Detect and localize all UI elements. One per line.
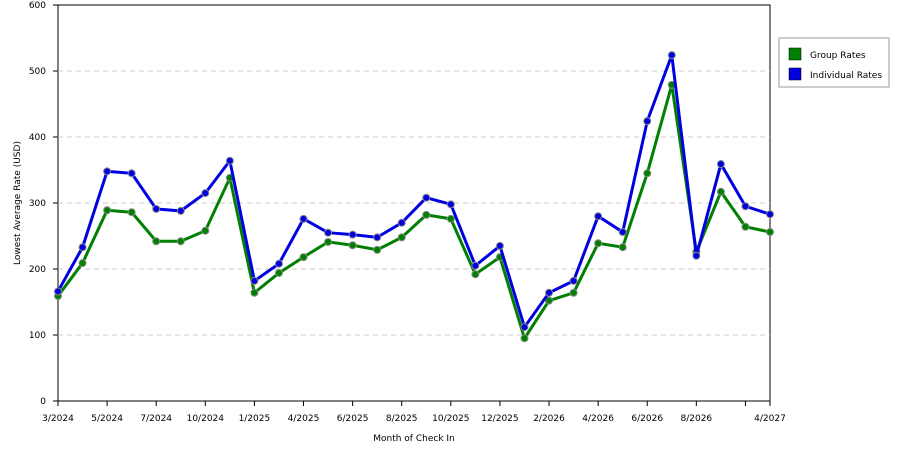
legend-swatch (788, 67, 802, 81)
point (667, 51, 676, 60)
point (397, 233, 406, 242)
point (643, 117, 652, 126)
point (766, 210, 774, 219)
x-tick-label: 12/2025 (481, 414, 518, 424)
point (397, 218, 406, 227)
x-tick-label: 6/2026 (631, 414, 663, 424)
series-line (56, 54, 771, 331)
point (103, 206, 112, 215)
point (766, 228, 774, 237)
point (324, 228, 333, 237)
y-tick-label: 0 (40, 397, 46, 407)
point (201, 189, 210, 198)
point (471, 270, 480, 279)
point (127, 169, 136, 178)
x-tick-label: 3/2024 (42, 414, 74, 424)
y-tick-label: 500 (29, 67, 46, 77)
y-tick-label: 600 (29, 1, 46, 11)
point (324, 237, 333, 246)
x-tick-label: 4/2027 (754, 414, 786, 424)
series-line (56, 84, 771, 342)
point (127, 208, 136, 217)
point (103, 167, 112, 176)
x-tick-label: 10/2025 (432, 414, 469, 424)
point (250, 288, 259, 297)
point (716, 160, 725, 169)
point (618, 228, 627, 237)
point (225, 156, 234, 165)
point (692, 251, 701, 260)
y-tick-label: 400 (29, 133, 46, 143)
legend-label: Individual Rates (810, 71, 882, 81)
point (201, 226, 210, 235)
point (594, 212, 603, 221)
legend-swatch (788, 47, 802, 61)
x-tick-label: 4/2025 (288, 414, 320, 424)
point (78, 243, 87, 252)
y-axis-title: Lowest Average Rate (USD) (13, 141, 23, 265)
point (422, 193, 431, 202)
x-tick-label: 2/2026 (533, 414, 565, 424)
point (152, 204, 161, 213)
point (446, 214, 455, 223)
x-tick-label: 5/2024 (91, 414, 123, 424)
y-tick-label: 300 (29, 199, 46, 209)
point (569, 288, 578, 297)
point (54, 287, 62, 296)
point (716, 187, 725, 196)
point (520, 334, 529, 343)
point (78, 259, 87, 268)
point (348, 230, 357, 239)
x-tick-label: 8/2026 (681, 414, 713, 424)
x-tick-label: 7/2024 (140, 414, 172, 424)
point (176, 237, 185, 246)
point (422, 210, 431, 219)
y-tick-label: 100 (29, 331, 46, 341)
point (274, 268, 283, 277)
point (495, 241, 504, 250)
point (274, 259, 283, 268)
point (741, 202, 750, 211)
x-tick-label: 6/2025 (337, 414, 369, 424)
point (594, 239, 603, 248)
point (446, 200, 455, 209)
point (545, 296, 554, 305)
point (176, 206, 185, 215)
legend-label: Group Rates (810, 51, 866, 61)
point (152, 237, 161, 246)
x-tick-label: 1/2025 (239, 414, 271, 424)
point (471, 261, 480, 270)
point (618, 243, 627, 252)
point (373, 233, 382, 242)
x-tick-label: 10/2024 (187, 414, 225, 424)
point (250, 276, 259, 285)
point (643, 169, 652, 178)
point (545, 288, 554, 297)
point (299, 214, 308, 223)
point (299, 253, 308, 262)
point (348, 241, 357, 250)
point (569, 276, 578, 285)
x-tick-label: 4/2026 (582, 414, 614, 424)
x-axis-title: Month of Check In (373, 434, 455, 444)
y-tick-label: 200 (29, 265, 46, 275)
point (520, 323, 529, 332)
point (741, 222, 750, 231)
x-tick-label: 8/2025 (386, 414, 418, 424)
point (373, 245, 382, 254)
